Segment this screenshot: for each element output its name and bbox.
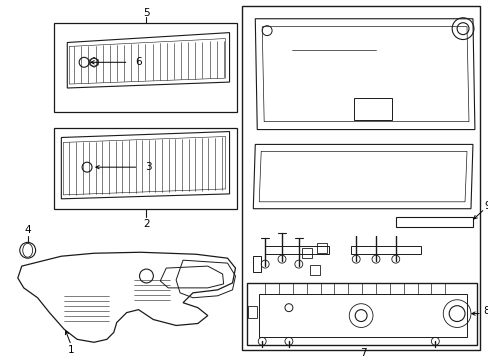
Bar xyxy=(353,98,391,120)
Text: 5: 5 xyxy=(143,8,149,18)
Text: 6: 6 xyxy=(135,57,142,67)
Text: 2: 2 xyxy=(143,219,149,229)
Bar xyxy=(54,127,237,209)
Bar xyxy=(316,243,326,253)
Text: 8: 8 xyxy=(483,306,488,316)
Bar xyxy=(54,23,237,112)
Text: 3: 3 xyxy=(145,162,151,172)
Bar xyxy=(248,306,257,318)
Text: 1: 1 xyxy=(68,345,74,355)
Text: 4: 4 xyxy=(24,225,31,235)
Bar xyxy=(253,256,261,272)
Bar xyxy=(350,246,420,254)
Bar xyxy=(264,246,329,254)
Text: 9: 9 xyxy=(484,201,488,211)
Text: 7: 7 xyxy=(359,348,366,358)
Bar xyxy=(242,6,479,350)
Bar xyxy=(309,265,319,275)
Bar xyxy=(301,248,311,258)
